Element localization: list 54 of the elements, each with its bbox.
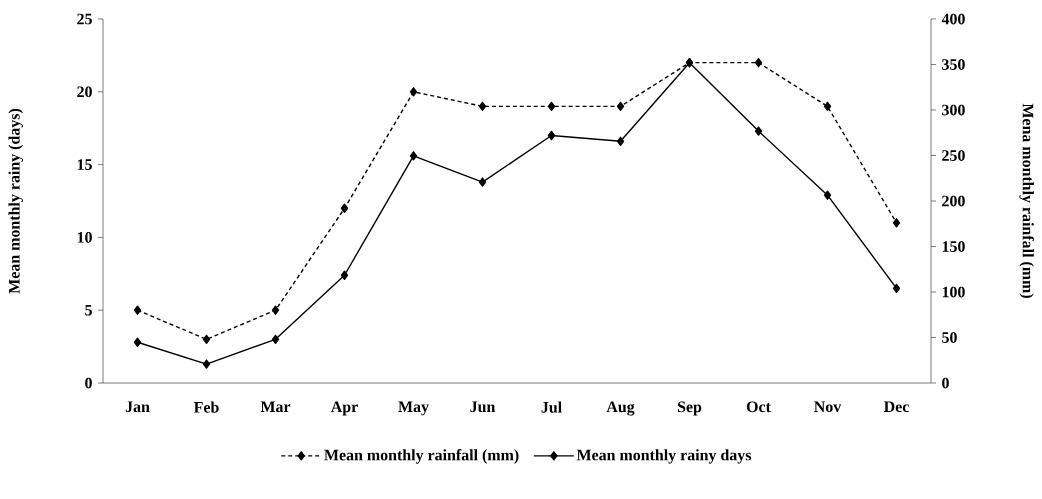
y2-tick-label: 150 (942, 241, 965, 252)
y-tick-label: 0 (85, 377, 92, 389)
x-tick-label: Feb (193, 401, 219, 413)
y2-tick-label: 50 (942, 332, 957, 343)
x-tick-label: Oct (746, 401, 771, 413)
point (547, 130, 556, 141)
point (409, 151, 418, 161)
x-tick-label: Nov (814, 401, 842, 413)
x-tick-label: Sep (677, 401, 702, 416)
y-axis-title: Mean monthly rainy (days) (8, 108, 23, 294)
x-tick-label: Apr (330, 401, 358, 416)
y-tick-label: 20 (77, 86, 92, 98)
legend-label: Mean monthly rainfall (mm) (324, 449, 519, 464)
x-tick-label: Mar (260, 401, 291, 413)
y2-tick-label: 350 (942, 59, 965, 70)
point (271, 334, 280, 344)
y2-tick-label: 0 (942, 377, 949, 389)
point (340, 270, 349, 280)
point (616, 101, 625, 112)
point (478, 101, 487, 112)
point (892, 283, 901, 294)
y-tick-label: 5 (85, 304, 92, 316)
point (340, 203, 349, 213)
y-tick-label: 10 (77, 232, 92, 243)
point (202, 359, 211, 369)
x-tick-label: Jul (541, 401, 562, 413)
x-tick-label: Aug (606, 401, 635, 416)
x-tick-label: May (398, 401, 429, 416)
point (202, 334, 211, 344)
point (478, 177, 487, 187)
point (133, 337, 142, 347)
point (754, 57, 763, 68)
point (616, 136, 625, 146)
y2-tick-label: 100 (942, 286, 965, 298)
point (823, 190, 832, 200)
point (685, 57, 694, 68)
x-tick-label: Jun (470, 401, 496, 413)
point (547, 101, 556, 112)
y2-tick-label: 250 (942, 150, 965, 161)
x-tick-label: Dec (883, 401, 909, 413)
x-tick-label: Jan (125, 401, 150, 413)
point (271, 305, 280, 315)
y-tick-label: 25 (77, 13, 92, 25)
y2-tick-label: 200 (942, 195, 965, 207)
point (892, 218, 901, 228)
y2-tick-label: 300 (942, 104, 965, 116)
y2-tick-label: 400 (941, 13, 965, 25)
legend-label: Mean monthly rainy days (576, 449, 752, 464)
point (409, 87, 418, 97)
point (823, 101, 832, 112)
point (133, 305, 142, 315)
point (754, 126, 763, 136)
y-tick-label: 15 (77, 159, 92, 170)
y2-axis-title: Mena monthly rainfall (mm) (1019, 103, 1034, 298)
